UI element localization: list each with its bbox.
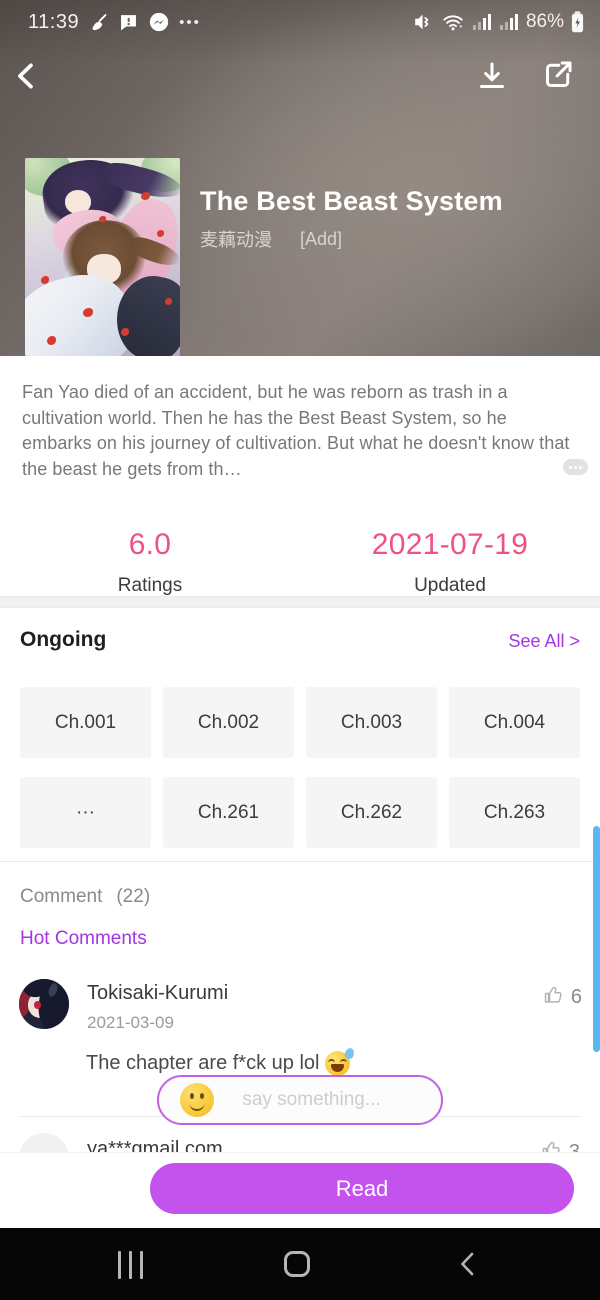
- hot-comments-label: Hot Comments: [20, 928, 147, 949]
- like-count: 6: [570, 986, 582, 1008]
- cleaner-broom-icon: [88, 12, 109, 33]
- rating-value: 6.0: [128, 528, 172, 561]
- see-all-chapters-link[interactable]: See All >: [508, 631, 580, 651]
- add-author-button[interactable]: [Add]: [300, 228, 343, 249]
- status-bar: 11:39 ••• 86%: [0, 0, 600, 44]
- battery-charging-icon: [571, 11, 584, 33]
- chapter-ellipsis-button[interactable]: ···: [20, 777, 151, 848]
- chapter-button[interactable]: Ch.003: [306, 687, 437, 758]
- top-toolbar: [0, 52, 600, 102]
- chapter-button[interactable]: Ch.262: [306, 777, 437, 848]
- scrollbar-thumb[interactable]: [593, 826, 600, 1052]
- android-navigation-bar: [0, 1228, 600, 1300]
- chapter-grid: Ch.001 Ch.002 Ch.003 Ch.004 ··· Ch.261 C…: [20, 687, 580, 848]
- thumbs-up-icon: [541, 983, 565, 1012]
- clock: 11:39: [28, 10, 80, 33]
- download-icon[interactable]: [474, 58, 512, 96]
- cover-image: [25, 158, 180, 356]
- comment-input-pill[interactable]: [157, 1075, 443, 1125]
- updated-stat: 2021-07-19 Updated: [350, 528, 550, 597]
- chapter-button[interactable]: Ch.002: [163, 687, 294, 758]
- series-status-label: Ongoing: [20, 628, 107, 651]
- author-name: 麦藕动漫: [200, 230, 272, 250]
- emoji-picker-icon[interactable]: [180, 1083, 214, 1117]
- share-icon[interactable]: [540, 57, 578, 95]
- laughing-sweat-emoji: [325, 1046, 356, 1076]
- commenter-avatar[interactable]: [19, 979, 69, 1029]
- comments-divider: [0, 861, 600, 862]
- commenter-name: Tokisaki-Kurumi: [87, 982, 229, 1004]
- chapter-button[interactable]: Ch.261: [163, 777, 294, 848]
- back-icon[interactable]: [10, 57, 50, 97]
- like-button[interactable]: 6: [541, 983, 582, 1012]
- comment-text: The chapter are f*ck up lol: [86, 1052, 320, 1074]
- wifi-icon: [441, 11, 465, 33]
- battery-percentage: 86%: [525, 11, 564, 32]
- rating-stat: 6.0 Ratings: [50, 528, 250, 597]
- android-back-icon[interactable]: [456, 1250, 480, 1283]
- chapter-button[interactable]: Ch.001: [20, 687, 151, 758]
- recent-apps-icon[interactable]: [118, 1251, 143, 1279]
- rating-label: Ratings: [117, 575, 183, 596]
- notification-overflow-icon: •••: [179, 13, 201, 31]
- comment-input[interactable]: [214, 1088, 441, 1112]
- comments-count: (22): [116, 886, 151, 907]
- synopsis-text: Fan Yao died of an accident, but he was …: [22, 382, 570, 480]
- chat-alert-icon: [118, 12, 139, 33]
- read-button[interactable]: Read: [150, 1163, 574, 1214]
- updated-value: 2021-07-19: [371, 528, 529, 561]
- updated-label: Updated: [414, 575, 486, 596]
- section-separator: [0, 596, 600, 608]
- comment-date: 2021-03-09: [87, 1013, 174, 1032]
- mute-vibrate-icon: [412, 11, 434, 33]
- expand-synopsis-icon[interactable]: [563, 459, 588, 475]
- home-icon[interactable]: [284, 1251, 310, 1277]
- chapter-button[interactable]: Ch.263: [449, 777, 580, 848]
- signal-sim2-icon: [499, 12, 519, 32]
- messenger-icon: [148, 11, 170, 33]
- comments-header: Comment: [20, 886, 103, 907]
- signal-sim1-icon: [472, 12, 492, 32]
- page-title: The Best Beast System: [200, 186, 503, 216]
- chapter-button[interactable]: Ch.004: [449, 687, 580, 758]
